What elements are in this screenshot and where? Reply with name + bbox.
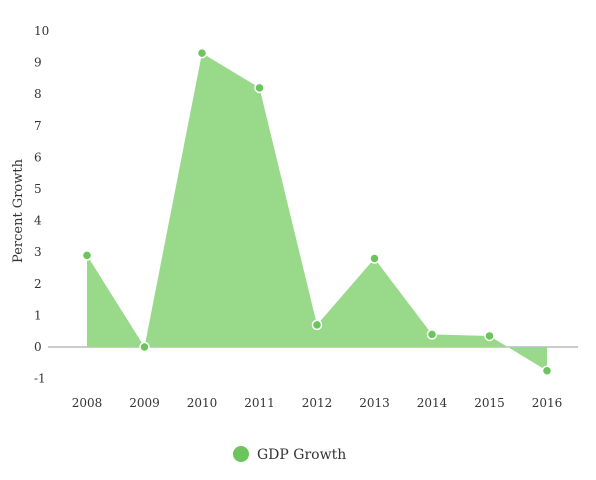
data-point-2013[interactable] [369,253,380,264]
y-tick-label: 5 [34,182,42,196]
y-axis-ticks: -1 0 1 2 3 4 5 6 7 8 9 10 [34,24,49,386]
y-axis-title: Percent Growth [11,158,26,263]
legend-marker-gdp-growth[interactable] [233,446,249,462]
y-tick-label: 0 [34,340,42,354]
x-tick-label: 2008 [72,396,103,410]
area-gdp-growth [87,53,547,371]
data-point-2015[interactable] [484,330,495,342]
y-tick-label: 9 [34,56,42,70]
data-point-2010[interactable] [196,47,208,59]
legend[interactable]: GDP Growth [233,446,346,463]
x-tick-label: 2016 [532,396,563,410]
data-point-2009[interactable] [139,341,150,353]
data-point-2016[interactable] [541,365,553,376]
x-tick-label: 2009 [129,396,160,410]
data-point-2014[interactable] [426,329,438,340]
y-tick-label: 3 [34,245,42,259]
y-tick-label: 7 [34,119,42,133]
y-tick-label: 1 [34,308,42,322]
x-tick-label: 2013 [359,396,390,410]
series-points [81,47,553,376]
x-tick-label: 2014 [417,396,448,410]
x-axis-ticks: 2008 2009 2010 2011 2012 2013 2014 2015 2016 [72,396,563,410]
series-area [87,53,547,371]
data-point-2011[interactable] [254,82,265,94]
y-tick-label: 4 [34,214,42,228]
y-tick-label: 10 [34,24,49,38]
y-tick-label: 2 [34,277,42,291]
y-tick-label: 6 [34,150,42,164]
x-tick-label: 2010 [187,396,218,410]
x-tick-label: 2011 [244,396,275,410]
y-tick-label: 8 [34,87,42,101]
y-tick-label: -1 [34,372,46,386]
x-tick-label: 2012 [302,396,333,410]
legend-label-gdp-growth[interactable]: GDP Growth [257,447,346,463]
x-tick-label: 2015 [474,396,505,410]
data-point-2008[interactable] [81,250,93,261]
data-point-2012[interactable] [311,319,323,331]
